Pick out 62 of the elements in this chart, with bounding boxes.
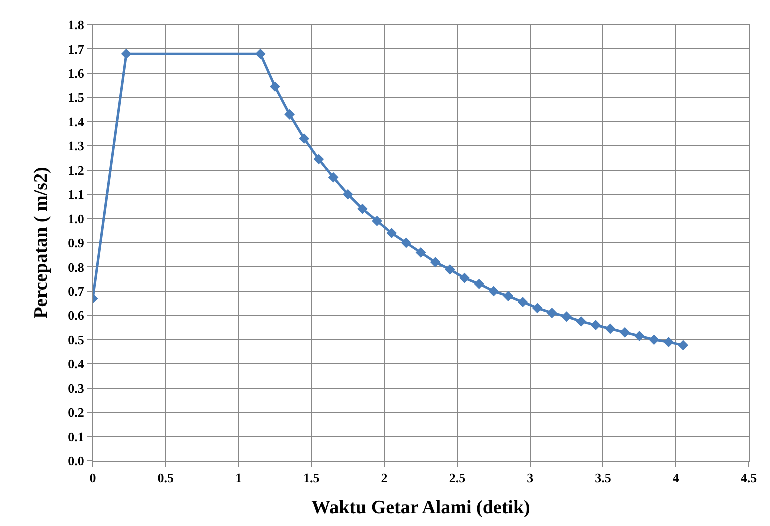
y-tick-label: 0.0 — [68, 454, 84, 469]
y-tick-label: 0.3 — [68, 380, 85, 396]
point — [503, 291, 514, 302]
y-tick-label: 1.6 — [68, 66, 85, 81]
x-tick-label: 2 — [381, 470, 388, 486]
y-tick-label: 0.5 — [68, 332, 85, 348]
y-tick-label: 0.7 — [68, 284, 85, 299]
point — [121, 48, 132, 60]
y-tick-label: 1.2 — [68, 162, 84, 178]
x-tick-label: 3.5 — [595, 470, 612, 486]
y-tick-label: 1.5 — [68, 90, 85, 106]
point — [620, 327, 630, 338]
point — [372, 216, 382, 226]
x-tick-label: 1.5 — [304, 470, 320, 486]
y-tick-label: 0.9 — [68, 236, 85, 251]
point — [605, 324, 616, 334]
point — [664, 337, 674, 348]
point — [460, 272, 470, 284]
y-tick-label: 0.6 — [68, 308, 85, 324]
point — [532, 303, 543, 314]
point — [547, 308, 558, 318]
point — [270, 82, 280, 92]
y-axis-title: Percepatan ( m/s2) — [31, 167, 52, 319]
x-tick-label: 0.5 — [158, 470, 175, 486]
point — [430, 257, 441, 268]
y-tick-label: 1.8 — [68, 18, 85, 33]
point — [590, 320, 602, 331]
y-tick-label: 0.8 — [68, 260, 85, 275]
point — [342, 189, 354, 200]
point — [474, 278, 485, 290]
point — [328, 172, 339, 183]
point — [444, 264, 456, 275]
point — [255, 48, 266, 60]
point — [416, 247, 426, 258]
x-tick-label: 2.5 — [449, 470, 466, 486]
y-tick-label: 0.4 — [68, 356, 85, 372]
point — [649, 334, 660, 346]
x-tick-label: 0 — [90, 470, 96, 486]
point — [299, 134, 310, 144]
y-tick-label: 1.1 — [68, 187, 84, 202]
y-tick-label: 1.0 — [68, 211, 84, 226]
point — [386, 228, 398, 239]
y-tick-label: 0.1 — [68, 429, 84, 444]
point — [518, 297, 528, 308]
point — [314, 154, 324, 165]
x-tick-label: 3 — [527, 470, 534, 486]
x-tick-label: 1 — [236, 470, 242, 486]
point — [678, 340, 689, 351]
point — [576, 316, 587, 327]
x-tick-label: 4.5 — [740, 470, 758, 486]
point — [634, 331, 645, 342]
y-tick-label: 1.7 — [68, 42, 85, 57]
point — [562, 312, 572, 322]
x-axis-title: Waktu Getar Alami (detik) — [312, 497, 530, 518]
point — [401, 238, 412, 248]
point — [284, 109, 295, 120]
y-tick-label: 0.2 — [68, 405, 84, 420]
y-tick-label: 1.3 — [68, 138, 85, 154]
x-tick-label: 4 — [672, 470, 680, 486]
y-tick-label: 1.4 — [68, 114, 85, 130]
point — [488, 286, 500, 297]
point — [357, 204, 368, 214]
